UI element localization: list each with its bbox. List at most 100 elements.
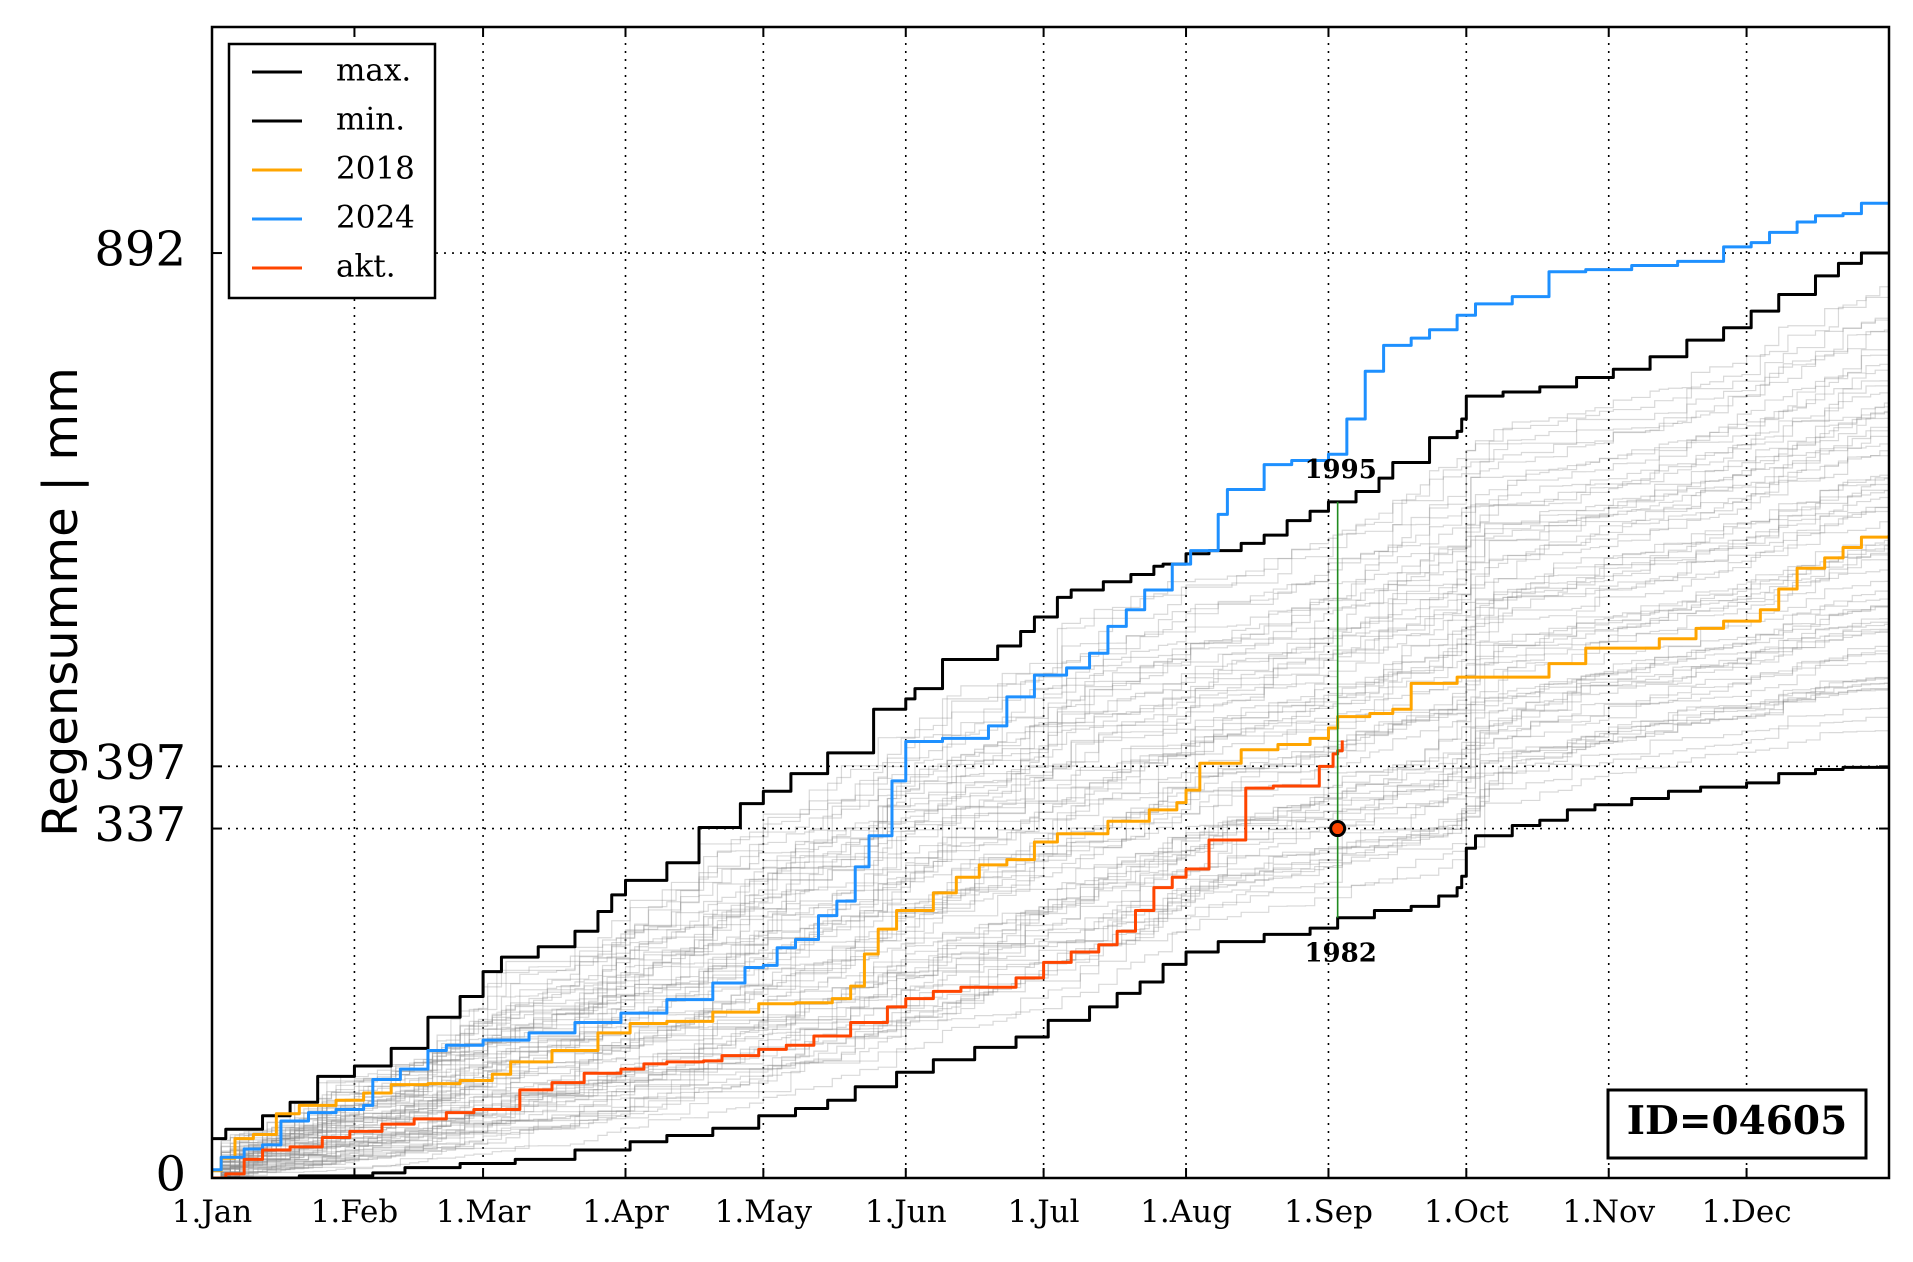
background-year-line	[212, 729, 1889, 1178]
background-year-line	[212, 605, 1889, 1178]
background-year-line	[212, 688, 1889, 1178]
series-line-akt	[212, 740, 1344, 1178]
background-year-line	[212, 402, 1889, 1178]
plot-frame	[210, 25, 1891, 1180]
background-year-line	[212, 521, 1889, 1178]
station-id-box: ID=04605	[1606, 1088, 1868, 1160]
x-tick-label: 1.Jun	[865, 1194, 947, 1230]
background-year-line	[212, 319, 1889, 1178]
background-year-line	[212, 553, 1889, 1178]
background-year-lines	[212, 286, 1889, 1178]
background-year-line	[212, 389, 1889, 1178]
background-year-line	[212, 559, 1889, 1178]
background-year-line	[212, 474, 1889, 1178]
legend: max. min. 2018 2024 akt.	[227, 42, 437, 300]
background-year-line	[212, 385, 1889, 1178]
station-id-label: ID=04605	[1627, 1098, 1847, 1144]
background-year-line	[212, 678, 1889, 1178]
background-year-line	[212, 620, 1889, 1178]
background-year-line	[212, 477, 1889, 1178]
background-year-line	[212, 411, 1889, 1178]
background-year-line	[212, 489, 1889, 1178]
background-year-line	[212, 539, 1889, 1178]
background-year-line	[212, 296, 1889, 1178]
background-year-line	[212, 354, 1889, 1178]
x-tick-label: 1.May	[715, 1194, 813, 1230]
series-line-2018	[212, 535, 1889, 1173]
background-year-line	[212, 618, 1889, 1178]
annotations: 1995 1982	[1304, 455, 1376, 969]
background-year-line	[212, 628, 1889, 1178]
background-year-line	[212, 455, 1889, 1178]
background-year-line	[212, 606, 1889, 1178]
background-year-line	[212, 369, 1889, 1178]
background-year-line	[212, 316, 1889, 1178]
x-tick-label: 1.Sep	[1284, 1194, 1373, 1230]
background-year-line	[212, 606, 1889, 1178]
series-line-max	[212, 251, 1889, 1141]
background-year-line	[212, 650, 1889, 1178]
y-tick-labels: 0 337 397 892	[94, 222, 186, 1203]
current-value-marker	[1329, 820, 1347, 838]
background-year-line	[212, 630, 1889, 1178]
x-tick-labels: 1.Jan 1.Feb 1.Mar 1.Apr 1.May 1.Jun 1.Jul 1.Aug…	[172, 1194, 1792, 1230]
legend-label: max.	[336, 53, 411, 89]
background-year-line	[212, 406, 1889, 1178]
x-tick-label: 1.Aug	[1140, 1194, 1232, 1230]
background-year-line	[212, 329, 1889, 1178]
background-year-line	[212, 450, 1889, 1178]
background-year-line	[212, 490, 1889, 1178]
background-year-line	[212, 707, 1889, 1178]
y-axis-label: Regensumme | mm	[33, 367, 89, 837]
background-year-line	[212, 286, 1889, 1178]
background-year-line	[212, 380, 1889, 1178]
x-tick-label: 1.Feb	[311, 1194, 399, 1230]
background-year-line	[212, 676, 1889, 1178]
background-year-line	[212, 682, 1889, 1178]
background-year-line	[212, 580, 1889, 1178]
series-line-2024	[212, 201, 1889, 1172]
y-tick-label: 337	[94, 797, 186, 853]
legend-label: 2024	[336, 200, 415, 236]
background-year-line	[212, 677, 1889, 1178]
legend-label: 2018	[336, 151, 415, 187]
background-year-line	[212, 598, 1889, 1178]
x-tick-label: 1.Jul	[1008, 1194, 1080, 1230]
legend-label: akt.	[336, 249, 396, 285]
background-year-line	[212, 623, 1889, 1178]
background-year-line	[212, 426, 1889, 1178]
background-year-line	[212, 443, 1889, 1178]
background-year-line	[212, 660, 1889, 1178]
background-year-line	[212, 631, 1889, 1178]
max-year-label: 1995	[1304, 455, 1376, 485]
x-tick-label: 1.Mar	[436, 1194, 531, 1230]
background-year-line	[212, 331, 1889, 1178]
background-year-line	[212, 410, 1889, 1178]
background-year-line	[212, 652, 1889, 1178]
background-year-line	[212, 506, 1889, 1178]
x-tick-label: 1.Oct	[1424, 1194, 1509, 1230]
background-year-line	[212, 363, 1889, 1178]
background-year-line	[212, 435, 1889, 1178]
background-year-line	[212, 417, 1889, 1178]
background-year-line	[212, 645, 1889, 1178]
background-year-line	[212, 716, 1889, 1178]
background-year-line	[212, 349, 1889, 1178]
gridlines	[212, 27, 1889, 1178]
background-year-line	[212, 544, 1889, 1178]
y-tick-label: 892	[94, 222, 186, 278]
main-series-lines	[212, 201, 1889, 1178]
min-year-label: 1982	[1304, 939, 1376, 969]
x-tick-label: 1.Apr	[582, 1194, 669, 1230]
background-year-line	[212, 510, 1889, 1178]
background-year-line	[212, 503, 1889, 1178]
tick-marks	[211, 27, 1889, 1179]
x-tick-label: 1.Nov	[1562, 1194, 1655, 1230]
x-tick-label: 1.Dec	[1701, 1194, 1791, 1230]
background-year-line	[212, 552, 1889, 1178]
background-year-line	[212, 687, 1889, 1178]
background-year-line	[212, 548, 1889, 1178]
background-year-line	[212, 483, 1889, 1178]
x-tick-label: 1.Jan	[172, 1194, 252, 1230]
